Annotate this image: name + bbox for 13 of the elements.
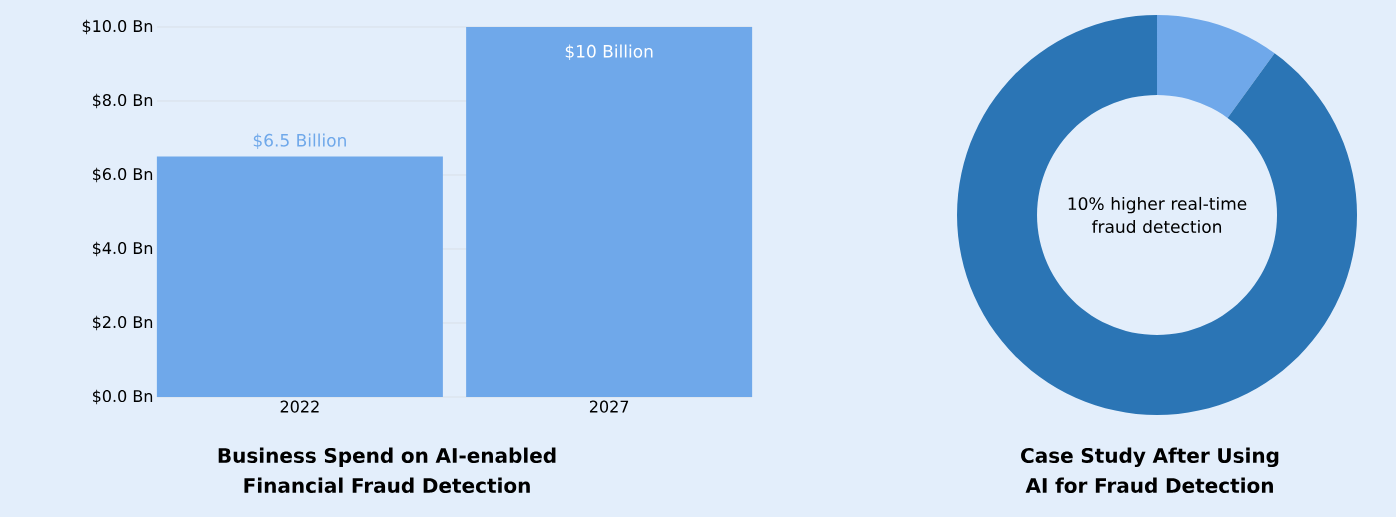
y-tick-label: $6.0 Bn <box>92 167 153 183</box>
x-tick-label: 2022 <box>280 400 319 413</box>
y-tick-label: $4.0 Bn <box>92 241 153 257</box>
y-tick-label: $2.0 Bn <box>92 315 153 331</box>
data-label: $10 Billion <box>565 44 653 60</box>
text: 10% higher real-time fraud detection <box>1068 196 1247 234</box>
y-tick-label: $0.0 Bn <box>92 389 153 405</box>
text: Case Study After Using AI for Fraud Detection <box>1021 447 1279 494</box>
data-label: $6.5 Billion <box>253 133 346 149</box>
y-tick-label: $10.0 Bn <box>82 19 153 35</box>
y-tick-label: $8.0 Bn <box>92 93 153 109</box>
x-tick-label: 2027 <box>589 400 629 413</box>
text: Business Spend on AI-enabled Financial Fraud Detection <box>218 447 556 494</box>
